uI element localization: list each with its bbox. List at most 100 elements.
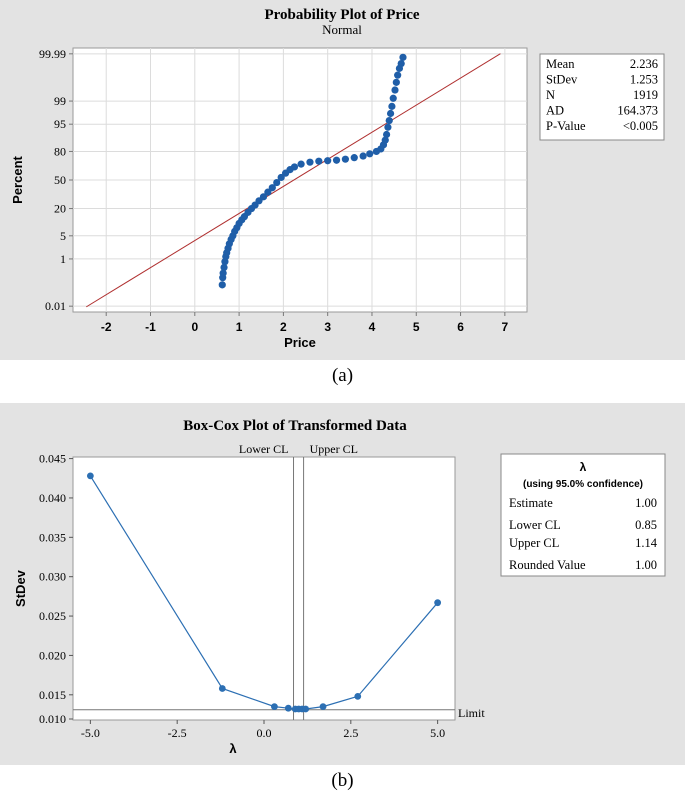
chart-a-data-point: [381, 136, 389, 144]
chart-a-x-tick-label: 1: [236, 320, 243, 334]
chart-b-y-axis-label: StDev: [13, 569, 28, 607]
chart-b-data-point: [284, 704, 292, 712]
chart-a-x-tick-label: 7: [502, 320, 509, 334]
chart-b-data-point: [271, 703, 278, 711]
stats-value: 1919: [633, 88, 658, 102]
chart-b-y-tick-label: 0.015: [39, 688, 66, 702]
chart-a-data-point: [264, 188, 272, 196]
chart-a-data-point: [218, 281, 226, 289]
chart-b-limit-label: Limit: [458, 706, 485, 720]
chart-a-x-tick-label: 5: [413, 320, 420, 334]
chart-a-data-point: [389, 94, 397, 102]
chart-a-data-point: [397, 59, 405, 68]
legend-row-label: Estimate: [509, 496, 553, 510]
chart-a-stats-box: [539, 53, 665, 141]
chart-a-data-point: [384, 123, 392, 131]
chart-a-x-axis-label: Price: [284, 335, 316, 350]
chart-a-data-point: [385, 117, 393, 125]
chart-a-data-point: [386, 109, 395, 118]
chart-b-y-tick-label: 0.010: [39, 712, 66, 726]
chart-a-y-tick-label: 80: [54, 144, 66, 158]
chart-b-data-point: [302, 705, 310, 713]
stats-label: Mean: [546, 57, 575, 71]
chart-a-y-tick-label: 5: [60, 229, 66, 243]
chart-a-data-point: [297, 160, 305, 168]
chart-a-data-point: [290, 163, 299, 171]
legend-row-value: 0.85: [635, 518, 657, 532]
chart-a-y-tick-label: 99.99: [39, 47, 66, 61]
chart-a-x-tick-label: 4: [369, 320, 376, 334]
chart-a-y-tick-label: 95: [54, 117, 66, 131]
legend-row-label: Rounded Value: [509, 558, 586, 572]
chart-a-y-tick-label: 50: [54, 173, 66, 187]
chart-a-data-point: [315, 157, 323, 165]
chart-b-y-tick-label: 0.030: [39, 570, 66, 584]
chart-b-legend-box: [500, 453, 666, 577]
chart-a-data-point: [273, 178, 281, 187]
chart-b-x-tick-label: 2.5: [343, 726, 358, 740]
legend-row-value: 1.00: [635, 496, 657, 510]
chart-a-x-tick-label: -2: [101, 320, 112, 334]
chart-a-data-point: [277, 173, 285, 182]
chart-a-fit-line: [86, 53, 501, 308]
stats-value: 2.236: [630, 57, 658, 71]
chart-a-data-point: [220, 263, 228, 271]
stats-value: <0.005: [623, 119, 658, 133]
chart-b-x-tick-label: -2.5: [168, 726, 187, 740]
chart-a-y-tick-label: 20: [54, 202, 66, 216]
chart-a-x-tick-label: 0: [191, 320, 198, 334]
chart-a-data-point: [219, 269, 227, 277]
stats-label: AD: [546, 104, 564, 118]
stats-label: N: [546, 88, 555, 102]
chart-a-data-point: [392, 78, 400, 86]
chart-a-data-point: [268, 184, 276, 192]
chart-b-x-tick-label: -5.0: [81, 726, 100, 740]
chart-b-data-point: [319, 703, 327, 711]
chart-b-x-tick-label: 0.0: [257, 726, 272, 740]
chart-a-x-tick-label: 2: [280, 320, 287, 334]
caption-b: (b): [331, 770, 354, 791]
chart-b-y-tick-label: 0.025: [39, 609, 66, 623]
legend-row-label: Lower CL: [509, 518, 561, 532]
chart-a-x-tick-label: -1: [145, 320, 156, 334]
chart-a-y-tick-label: 99: [54, 94, 66, 108]
stats-label: P-Value: [546, 119, 586, 133]
legend-row-value: 1.14: [635, 536, 658, 550]
chart-a-y-axis-label: Percent: [10, 155, 25, 203]
chart-a-data-point: [306, 158, 314, 166]
chart-a-data-point: [388, 102, 396, 110]
chart-b-data-point: [354, 692, 362, 700]
chart-a-data-point: [341, 155, 349, 163]
chart-a-data-point: [391, 86, 399, 94]
stats-value: 164.373: [617, 104, 658, 118]
chart-a-y-tick-label: 1: [60, 252, 66, 266]
chart-a-x-tick-label: 6: [457, 320, 464, 334]
chart-a-data-point: [399, 53, 407, 61]
chart-a-y-tick-label: 0.01: [45, 299, 66, 313]
chart-b-title: Box-Cox Plot of Transformed Data: [183, 418, 407, 434]
stats-label: StDev: [546, 73, 578, 87]
chart-b-x-axis-label: λ: [229, 741, 237, 756]
chart-b-legend-subheader: (using 95.0% confidence): [523, 479, 643, 490]
stats-value: 1.253: [630, 73, 658, 87]
legend-row-value: 1.00: [635, 558, 657, 572]
chart-a-data-point: [366, 150, 374, 158]
chart-b-y-tick-label: 0.035: [39, 530, 66, 544]
chart-a-data-point: [350, 154, 358, 162]
chart-a-data-point: [332, 156, 341, 164]
caption-a: (a): [331, 365, 354, 386]
legend-row-label: Upper CL: [509, 536, 559, 550]
chart-b-upper-cl-label: Upper CL: [310, 442, 358, 456]
chart-a-title: Probability Plot of Price: [264, 7, 419, 23]
chart-a-x-tick-label: 3: [324, 320, 331, 334]
chart-b-y-tick-label: 0.020: [39, 648, 66, 662]
chart-a-subtitle: Normal: [322, 22, 362, 37]
chart-a-data-point: [359, 152, 367, 160]
chart-b-x-tick-label: 5.0: [430, 726, 445, 740]
chart-a-data-point: [324, 157, 332, 165]
chart-b-plot-area: [72, 456, 456, 721]
chart-a-data-point: [382, 130, 391, 139]
chart-a-data-point: [394, 71, 402, 79]
chart-b-data-point: [86, 472, 94, 480]
chart-b-legend-header: λ: [580, 460, 587, 474]
